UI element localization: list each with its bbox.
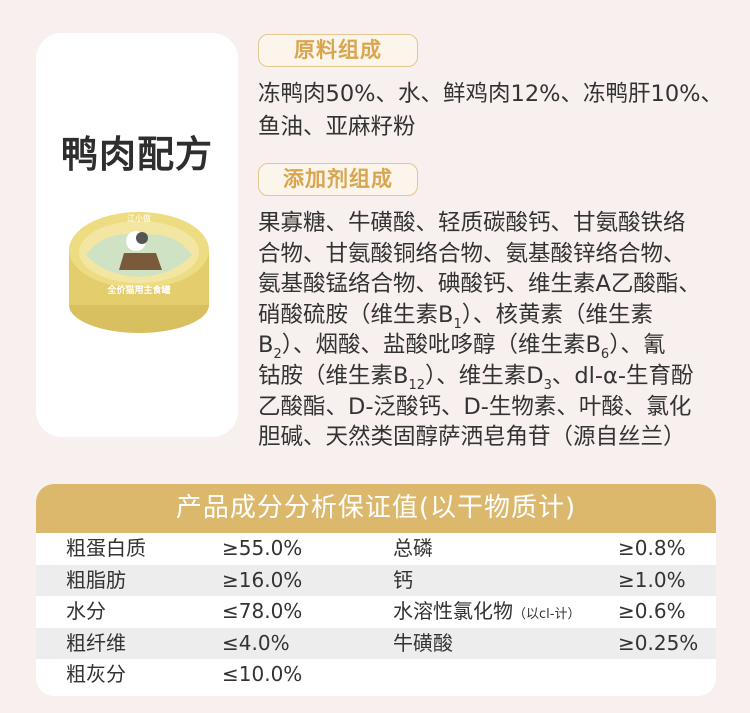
nutrient-name: 粗脂肪 (66, 565, 126, 597)
nutrient-name: 钙 (393, 565, 413, 597)
additives-line: 胆碱、天然类固醇萨洒皂角苷（源自丝兰） (258, 422, 686, 452)
nutrient-value-text: ≤10.0% (222, 662, 303, 686)
nutrient-name-text: 粗蛋白质 (66, 536, 146, 560)
subscript: 6 (600, 347, 610, 363)
nutrient-name: 牛磺酸 (393, 628, 453, 660)
nutrient-value: ≤78.0% (222, 596, 302, 628)
nutrient-name: 水溶性氯化物（以cl-计） (393, 596, 580, 631)
product-title: 鸭肉配方 (61, 133, 213, 176)
can-brand-text: 江小傲 (127, 213, 151, 223)
subscript: 3 (543, 378, 552, 393)
additives-text: 胆碱、天然类固醇萨洒皂角苷（源自丝兰） (258, 424, 686, 451)
nutrient-value-text: ≥1.0% (618, 567, 686, 592)
additives-text: ）、核黄素（维生素 (461, 301, 653, 328)
additives-text: ）、氰 (609, 332, 666, 359)
additives-text: B (258, 332, 274, 359)
nutrient-value-text: ≤4.0% (222, 630, 290, 655)
subscript: 1 (453, 316, 462, 332)
additives-text: 氨基酸锰络合物、碘酸钙、维生素A乙酸酯、 (258, 271, 701, 298)
table-row: 粗脂肪 ≥16.0% 钙 ≥1.0% (36, 564, 716, 597)
nutrient-name-text: 粗灰分 (66, 662, 126, 686)
additives-text: ）、烟酸、盐酸吡哆醇（维生素B (281, 332, 601, 359)
table-row: 粗纤维 ≤4.0% 牛磺酸 ≥0.25% (36, 627, 716, 660)
table-row: 粗蛋白质 ≥55.0% 总磷 ≥0.8% (36, 533, 716, 565)
table-row: 水分 ≤78.0% 水溶性氯化物（以cl-计） ≥0.6% (36, 596, 716, 628)
additives-text: 、dl-α-生育酚 (551, 363, 694, 389)
additives-line: B2）、烟酸、盐酸吡哆醇（维生素B6）、氰 (258, 330, 666, 363)
nutrient-name-text: 粗纤维 (66, 630, 126, 655)
nutrient-name-text: 总磷 (393, 536, 433, 560)
nutrient-value: ≥0.8% (618, 533, 686, 565)
product-card: 鸭肉配方 江小傲 全价猫用主食罐 (36, 33, 238, 437)
nutrient-name: 总磷 (393, 533, 433, 565)
nutrient-value-text: ≥0.8% (618, 536, 686, 560)
additives-text: 合物、甘氨酸铜络合物、氨基酸锌络合物、 (258, 240, 686, 267)
additives-text: 果寡糖、牛磺酸、轻质碳酸钙、甘氨酸铁络 (258, 210, 686, 236)
additives-text: 钴胺（维生素B (258, 363, 409, 389)
analysis-table: 产品成分分析保证值(以干物质计) 粗蛋白质 ≥55.0% 总磷 ≥0.8% 粗脂肪 ≥16… (36, 484, 716, 696)
additives-line: 乙酸酯、D-泛酸钙、D-生物素、叶酸、氯化 (258, 392, 691, 422)
nutrient-name: 水分 (66, 596, 106, 628)
nutrient-value: ≥0.25% (618, 628, 698, 660)
analysis-table-header: 产品成分分析保证值(以干物质计) (36, 484, 716, 533)
nutrient-name-text: 粗脂肪 (66, 567, 126, 592)
additives-line: 合物、甘氨酸铜络合物、氨基酸锌络合物、 (258, 239, 686, 269)
additives-line: 钴胺（维生素B12）、维生素D3、dl-α-生育酚 (258, 361, 694, 393)
nutrient-name-text: 水溶性氯化物 (393, 599, 513, 623)
nutrient-value: ≥1.0% (618, 565, 686, 597)
additives-text: 硝酸硫胺（维生素B (258, 301, 454, 328)
ingredients-line: 冻鸭肉50%、水、鲜鸡肉12%、冻鸭肝10%、 (258, 81, 724, 107)
additives-line: 氨基酸锰络合物、碘酸钙、维生素A乙酸酯、 (258, 269, 701, 299)
can-label-text: 全价猫用主食罐 (106, 284, 170, 296)
nutrient-value: ≥0.6% (618, 596, 686, 628)
ingredients-heading-badge: 原料组成 (258, 34, 418, 67)
nutrient-name-text: 牛磺酸 (393, 630, 453, 655)
product-can-image: 江小傲 全价猫用主食罐 (69, 212, 209, 333)
nutrient-name: 粗蛋白质 (66, 533, 146, 565)
additives-text: ）、维生素D (424, 363, 544, 389)
additives-heading-badge: 添加剂组成 (258, 163, 418, 196)
analysis-table-body: 粗蛋白质 ≥55.0% 总磷 ≥0.8% 粗脂肪 ≥16.0% 钙 ≥1.0% 水分 ≤78.0%… (36, 533, 716, 691)
nutrient-value: ≥16.0% (222, 565, 302, 597)
subscript: 12 (408, 378, 425, 393)
table-row: 粗灰分 ≤10.0% (36, 659, 716, 691)
additives-line: 果寡糖、牛磺酸、轻质碳酸钙、甘氨酸铁络 (258, 208, 686, 238)
nutrient-value: ≤10.0% (222, 659, 302, 691)
nutrient-name: 粗灰分 (66, 659, 126, 691)
nutrient-name-text: 钙 (393, 567, 413, 592)
nutrient-value-text: ≥55.0% (222, 536, 303, 560)
nutrient-name: 粗纤维 (66, 628, 126, 660)
nutrient-value-text: ≤78.0% (222, 599, 303, 623)
nutrient-value: ≤4.0% (222, 628, 290, 660)
additives-line: 硝酸硫胺（维生素B1）、核黄素（维生素 (258, 300, 653, 332)
ingredients-line: 鱼油、亚麻籽粉 (258, 114, 416, 140)
nutrient-note: （以cl-计） (513, 607, 581, 622)
nutrient-value: ≥55.0% (222, 533, 302, 565)
nutrient-value-text: ≥0.6% (618, 599, 686, 623)
additives-text: 乙酸酯、D-泛酸钙、D-生物素、叶酸、氯化 (258, 393, 692, 420)
nutrient-value-text: ≥0.25% (618, 630, 699, 655)
subscript: 2 (273, 347, 282, 363)
nutrient-value-text: ≥16.0% (222, 567, 303, 592)
nutrient-name-text: 水分 (66, 599, 106, 623)
